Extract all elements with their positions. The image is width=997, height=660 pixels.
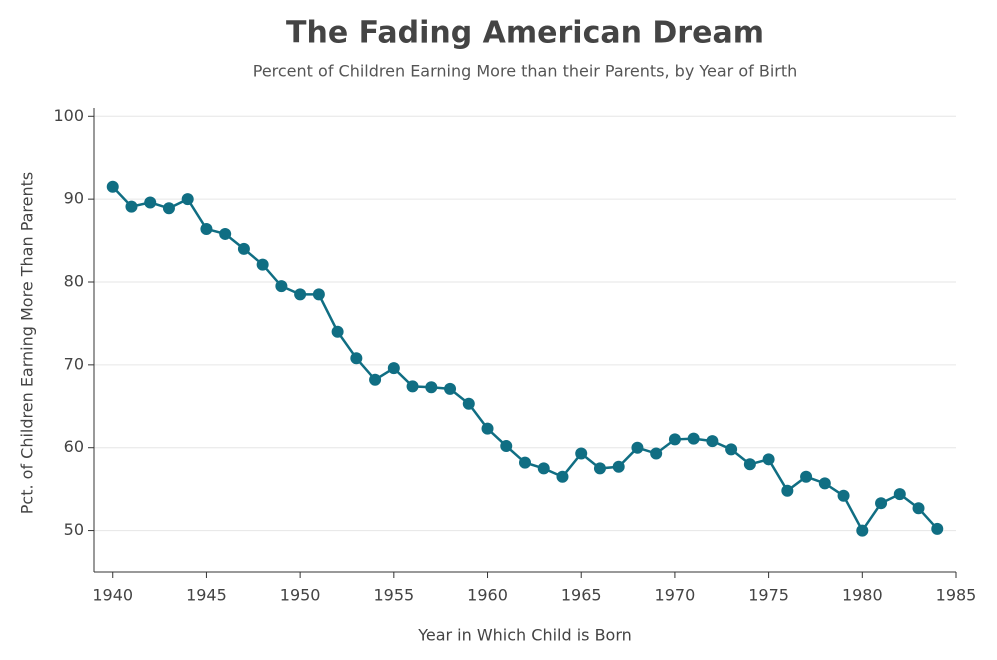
x-tick-label: 1940 <box>92 586 133 605</box>
data-point <box>481 422 494 435</box>
data-point <box>612 460 625 473</box>
data-point <box>668 433 681 446</box>
data-point <box>406 380 419 393</box>
data-point <box>519 456 531 469</box>
data-point <box>706 435 719 448</box>
data-point <box>331 325 344 338</box>
data-point <box>687 432 700 445</box>
data-point <box>556 470 569 483</box>
data-point <box>237 242 250 255</box>
x-tick-label: 1960 <box>467 586 508 605</box>
x-tick-label: 1955 <box>373 586 414 605</box>
data-point <box>856 524 869 537</box>
x-axis-label: Year in Which Child is Born <box>417 626 632 645</box>
data-point <box>818 477 831 490</box>
x-tick-label: 1945 <box>186 586 227 605</box>
data-point <box>162 202 175 215</box>
data-point <box>181 193 194 206</box>
data-point <box>369 373 382 386</box>
data-point <box>650 447 663 460</box>
data-point <box>743 458 756 471</box>
y-axis-label: Pct. of Children Earning More Than Paren… <box>18 172 37 514</box>
y-tick-label: 100 <box>53 106 84 125</box>
data-point <box>575 447 588 460</box>
data-point <box>762 453 775 466</box>
y-tick-label: 70 <box>64 354 84 373</box>
data-point <box>444 382 457 395</box>
data-point <box>781 484 794 497</box>
data-point <box>893 488 906 501</box>
data-point <box>312 288 325 301</box>
data-point <box>275 280 288 293</box>
series-line <box>111 185 939 533</box>
data-point <box>106 180 119 193</box>
data-point <box>631 441 644 454</box>
data-point <box>125 200 138 213</box>
data-point <box>387 362 400 375</box>
x-tick-label: 1985 <box>936 586 977 605</box>
data-point <box>912 502 925 515</box>
data-point <box>462 397 475 410</box>
data-point <box>537 462 550 475</box>
data-point <box>425 381 438 394</box>
data-point <box>875 497 888 510</box>
x-tick-label: 1975 <box>748 586 789 605</box>
data-point <box>500 440 513 453</box>
chart-title: The Fading American Dream <box>286 16 764 51</box>
data-point <box>350 352 363 365</box>
data-point <box>144 196 157 209</box>
data-point <box>725 443 738 456</box>
x-tick-label: 1980 <box>842 586 883 605</box>
x-tick-label: 1950 <box>280 586 321 605</box>
data-point <box>294 288 307 301</box>
x-tick-label: 1970 <box>655 586 696 605</box>
data-point <box>256 258 269 271</box>
data-point <box>800 470 813 483</box>
y-tick-label: 60 <box>64 437 84 456</box>
y-tick-label: 90 <box>64 189 84 208</box>
chart-subtitle: Percent of Children Earning More than th… <box>253 62 798 81</box>
data-point <box>219 227 232 240</box>
data-point <box>837 489 850 502</box>
data-point <box>931 522 944 535</box>
data-point <box>593 462 606 475</box>
y-tick-label: 50 <box>64 520 84 539</box>
x-tick-label: 1965 <box>561 586 602 605</box>
data-point <box>200 222 213 235</box>
y-tick-label: 80 <box>64 272 84 291</box>
